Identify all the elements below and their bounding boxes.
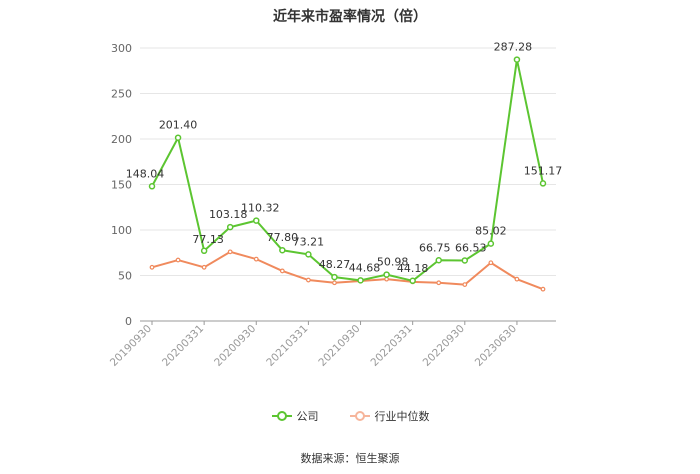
company-data-point: [461, 257, 469, 264]
company-data-label: 77.13: [192, 233, 224, 246]
legend-industry-marker: [349, 411, 370, 421]
company-data-point: [357, 277, 364, 284]
company-data-point: [383, 271, 390, 278]
x-tick-label: 20190930: [108, 323, 154, 369]
company-data-point: [305, 251, 312, 258]
x-tick-label: 20210331: [264, 323, 310, 369]
company-data-point: [409, 277, 416, 285]
company-data-label: 287.28: [494, 41, 533, 54]
company-data-point: [513, 56, 521, 63]
company-data-point: [435, 257, 442, 264]
y-tick-label: 100: [111, 224, 132, 237]
company-data-label: 50.98: [377, 256, 409, 269]
y-tick-label: 200: [111, 133, 132, 146]
company-data-label: 73.21: [293, 235, 325, 248]
industry-data-point: [488, 260, 494, 266]
company-data-label: 77.80: [267, 231, 299, 244]
y-tick-label: 50: [118, 270, 132, 283]
legend-item-company[interactable]: 公司: [271, 408, 319, 424]
company-data-point: [200, 247, 208, 255]
company-data-label: 148.04: [126, 167, 165, 180]
industry-data-point: [436, 280, 442, 286]
industry-data-point: [149, 264, 155, 270]
company-data-label: 85.02: [475, 225, 507, 238]
x-tick-label: 20220930: [421, 323, 467, 369]
company-data-point: [148, 183, 156, 190]
legend: 公司 行业中位数: [0, 408, 700, 424]
industry-data-point: [227, 249, 233, 255]
company-data-label: 66.75: [419, 241, 451, 254]
company-data-label: 151.17: [524, 164, 563, 177]
company-data-point: [253, 217, 260, 224]
x-tick-label: 20200331: [160, 323, 206, 369]
chart-title: 近年来市盈率情况（倍）: [273, 9, 427, 25]
company-series-line: [151, 58, 544, 282]
data-source: 数据来源：恒生聚源: [300, 452, 400, 465]
company-data-label: 44.68: [349, 261, 381, 274]
company-data-point: [279, 246, 286, 254]
legend-industry-label: 行业中位数: [374, 410, 430, 423]
company-data-label: 44.18: [397, 262, 429, 275]
x-tick-label: 20200930: [212, 323, 258, 369]
industry-data-point: [514, 276, 520, 282]
industry-data-point: [201, 264, 207, 270]
industry-series-line: [151, 250, 544, 291]
company-data-point: [331, 273, 338, 281]
legend-company-label: 公司: [296, 410, 319, 423]
industry-data-point: [540, 286, 546, 292]
company-data-point: [226, 223, 234, 231]
industry-data-point: [306, 277, 311, 283]
industry-data-point: [332, 280, 337, 286]
company-data-point: [174, 134, 182, 141]
company-data-label: 48.27: [319, 258, 351, 271]
y-tick-label: 300: [111, 42, 132, 55]
company-data-label: 103.18: [209, 208, 248, 221]
grid-layer: [140, 47, 556, 276]
axis-layer: 0 50 100 150 200 250 300 20190930 20200331 202009…: [108, 42, 556, 369]
company-data-label: 66.53: [455, 241, 487, 254]
industry-data-point: [175, 257, 181, 263]
industry-data-point: [462, 282, 468, 288]
legend-company-marker: [271, 411, 292, 421]
x-tick-label: 20220331: [369, 323, 415, 369]
industry-data-point: [253, 256, 259, 262]
x-tick-label: 20230630: [473, 323, 519, 369]
company-data-label: 110.32: [241, 202, 280, 215]
y-tick-label: 150: [111, 179, 132, 192]
industry-data-point: [384, 276, 390, 282]
y-tick-label: 250: [111, 88, 132, 101]
x-tick-label: 20210930: [316, 323, 362, 369]
company-data-point: [539, 180, 547, 187]
y-tick-label: 0: [125, 315, 132, 328]
series-layer: [148, 56, 547, 292]
company-data-point: [487, 240, 495, 247]
legend-item-industry-median[interactable]: 行业中位数: [349, 408, 430, 424]
industry-data-point: [279, 268, 285, 274]
company-data-label: 201.40: [159, 119, 198, 132]
